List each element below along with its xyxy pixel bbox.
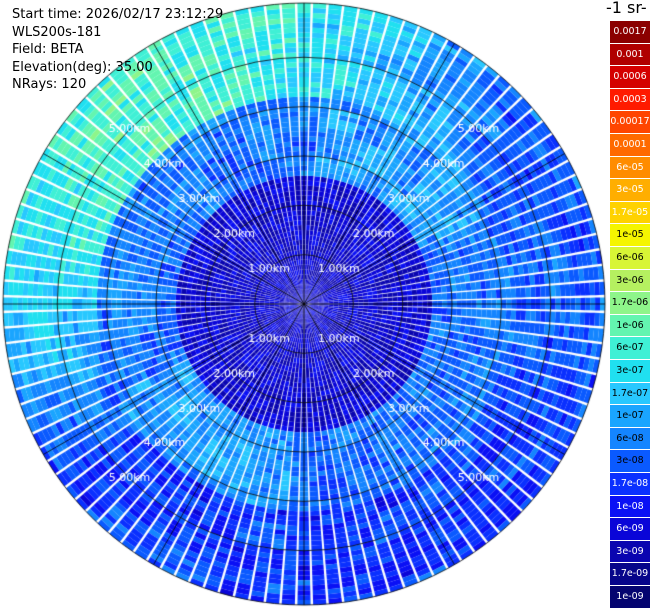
colorbar-level: 1.7e-07	[610, 381, 650, 405]
colorbar-level: 0.0006	[610, 65, 650, 88]
colorbar-level: 3e-06	[610, 268, 650, 292]
colorbar-level: 6e-09	[610, 517, 650, 540]
colorbar-level: 3e-05	[610, 178, 650, 201]
colorbar-level: 1.7e-05	[610, 200, 650, 224]
colorbar-level: 1e-07	[610, 404, 650, 427]
field-text: Field: BETA	[12, 42, 84, 57]
colorbar-level: 1e-05	[610, 223, 650, 246]
colorbar-level: 6e-05	[610, 155, 650, 179]
colorbar-level: 1.7e-06	[610, 291, 650, 314]
colorbar-title: -1 sr-	[606, 0, 647, 17]
colorbar-level: 1.7e-08	[610, 472, 650, 495]
colorbar-level: 1e-08	[610, 494, 650, 518]
colorbar-level: 3e-07	[610, 359, 650, 382]
colorbar-level: 1e-09	[610, 585, 650, 608]
ppi-scan-plot	[0, 0, 610, 610]
colorbar-level: 1e-06	[610, 313, 650, 337]
elevation-text: Elevation(deg): 35.00	[12, 59, 153, 75]
start-time-text: Start time: 2026/02/17 23:12:29	[12, 7, 224, 22]
instrument-text: WLS200s-181	[12, 24, 102, 40]
colorbar-level: 3e-08	[610, 449, 650, 472]
scan-info: Start time: 2026/02/17 23:12:29 WLS200s-…	[12, 6, 223, 94]
colorbar-level: 6e-07	[610, 336, 650, 359]
nrays-text: NRays: 120	[12, 77, 87, 92]
colorbar-level: 6e-08	[610, 426, 650, 450]
colorbar-level: 0.0001	[610, 133, 650, 156]
colorbar-level: 0.001	[610, 42, 650, 66]
colorbar: 0.0017 0.001 0.0006 0.0003 0.00017 0.0001 6e-0…	[610, 20, 650, 608]
colorbar-level: 3e-09	[610, 539, 650, 563]
colorbar-level: 0.0017	[610, 20, 650, 43]
colorbar-level: 6e-06	[610, 246, 650, 269]
colorbar-level: 0.00017	[610, 110, 650, 133]
colorbar-level: 0.0003	[610, 87, 650, 111]
colorbar-level: 1.7e-09	[610, 562, 650, 585]
